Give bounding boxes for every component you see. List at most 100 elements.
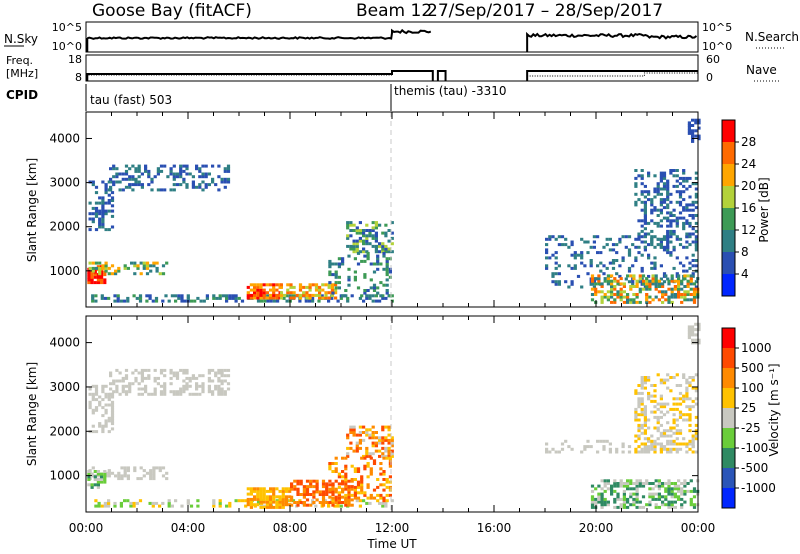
vel-cell	[651, 497, 655, 501]
power-cell	[265, 283, 269, 287]
power-cell	[305, 293, 309, 297]
power-cell	[682, 176, 686, 180]
vel-cell	[654, 492, 658, 496]
power-cell	[186, 296, 190, 300]
power-cell	[179, 169, 183, 173]
power-cell	[262, 288, 266, 292]
power-cell	[685, 245, 689, 249]
power-cell	[376, 259, 380, 263]
power-cell	[110, 196, 115, 200]
vel-cell	[640, 399, 644, 403]
vel-cell	[128, 387, 132, 391]
power-cell	[643, 206, 647, 210]
vel-cell	[124, 376, 129, 380]
power-cell	[91, 296, 95, 300]
vel-cell	[635, 500, 639, 504]
vel-cell	[350, 503, 354, 507]
power-cell	[109, 167, 113, 171]
vel-cell	[126, 474, 130, 478]
power-cell	[694, 134, 698, 138]
vel-cell	[91, 430, 95, 434]
power-cell	[341, 257, 345, 261]
power-cell	[657, 298, 661, 302]
power-cell	[262, 293, 266, 297]
vel-cell	[637, 434, 641, 438]
vel-cell	[694, 423, 698, 427]
power-cell	[96, 265, 100, 269]
power-cell	[611, 259, 616, 262]
power-cell	[606, 277, 610, 281]
power-cell	[672, 229, 676, 233]
vel-cell	[590, 505, 595, 509]
vel-cell	[643, 386, 647, 390]
vel-cell	[599, 439, 603, 443]
vel-cell	[96, 480, 100, 484]
power-cell	[360, 259, 364, 263]
power-cell	[101, 217, 105, 221]
vel-cell	[315, 485, 319, 489]
power-cell	[328, 265, 332, 269]
vel-cell	[615, 447, 619, 451]
power-cell	[650, 243, 654, 247]
power-cell	[272, 283, 276, 287]
vel-cell	[123, 466, 127, 470]
power-cell	[622, 282, 626, 286]
vel-cell	[672, 421, 676, 425]
power-cell	[647, 198, 651, 202]
power-cell	[308, 285, 312, 289]
vel-cell	[228, 504, 232, 508]
vel-cell	[337, 485, 341, 489]
vel-cell	[104, 411, 108, 415]
power-cell	[179, 183, 183, 187]
vel-cell	[135, 501, 139, 505]
vel-cell	[312, 493, 316, 496]
power-cell	[390, 231, 394, 235]
vel-cell	[387, 452, 391, 456]
power-cell	[115, 167, 119, 171]
vel-cell	[697, 325, 701, 329]
vel-cell	[554, 450, 558, 454]
power-cell	[363, 289, 367, 292]
nsky-panel	[85, 21, 699, 53]
power-cell	[656, 221, 660, 225]
vel-cell	[382, 470, 386, 473]
vel-cell	[96, 472, 100, 476]
vel-cell	[334, 487, 338, 491]
vel-cell	[347, 485, 351, 489]
power-cell	[283, 293, 287, 297]
vel-cell	[387, 425, 391, 429]
vel-cell	[110, 419, 115, 423]
power-cell	[590, 274, 595, 278]
vel-cell	[101, 406, 105, 410]
power-cell	[672, 245, 676, 249]
vel-cell	[104, 384, 108, 388]
power-cell	[379, 281, 383, 285]
vel-cell	[613, 489, 617, 493]
vel-cell	[120, 474, 124, 478]
vel-cell	[667, 482, 671, 485]
power-cell	[155, 261, 159, 265]
power-cell	[305, 291, 309, 295]
power-cell	[302, 291, 306, 295]
power-cell	[302, 293, 306, 297]
vel-cell	[269, 495, 273, 499]
power-cell	[688, 184, 692, 188]
vel-cell	[337, 472, 341, 476]
power-cell	[204, 172, 208, 176]
vel-cell	[331, 462, 335, 465]
power-cbar-tick-label: 16	[741, 201, 756, 215]
power-cell	[672, 208, 676, 212]
power-cell	[337, 265, 341, 269]
power-cell	[589, 245, 593, 249]
vel-cell	[632, 482, 636, 485]
vel-cell	[341, 488, 345, 492]
power-cell	[101, 264, 105, 268]
power-cell	[372, 286, 377, 290]
vel-cell	[90, 485, 94, 489]
vel-cell	[371, 436, 375, 440]
power-cell	[677, 285, 681, 288]
power-cell	[123, 266, 127, 270]
power-cell	[134, 180, 138, 184]
power-cell	[103, 278, 107, 282]
vel-cell	[629, 503, 633, 507]
